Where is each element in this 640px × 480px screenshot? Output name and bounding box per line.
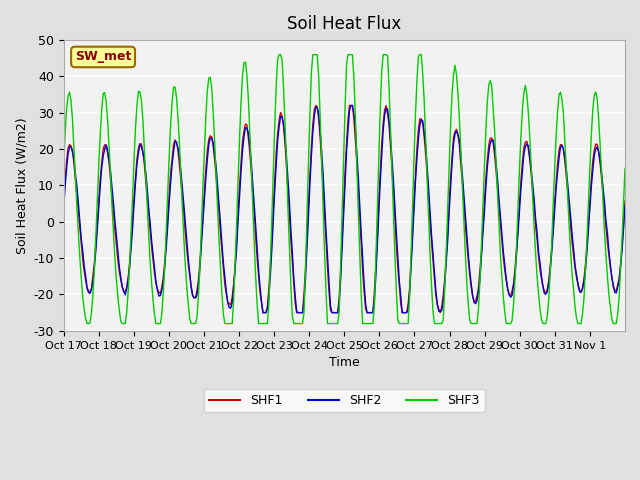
SHF3 (275, 52, 283, 58)
Title: Soil Heat Flux: Soil Heat Flux (287, 15, 401, 33)
SHF3 (620, 200, 627, 205)
SHF2 (79, 248, 86, 253)
SHF1 (547, 263, 554, 269)
Line: SHF3: SHF3 (63, 55, 625, 324)
SHF3 (351, 112, 359, 118)
SHF2 (351, 125, 359, 131)
SHF2 (347, 103, 355, 108)
SHF3 (60, 164, 67, 169)
SHF2 (259, 310, 267, 315)
SHF2 (463, 231, 470, 237)
Text: SW_met: SW_met (75, 50, 131, 63)
SHF1 (351, 137, 359, 143)
SHF1 (621, 198, 629, 204)
SHF3 (83, 321, 91, 326)
X-axis label: Time: Time (329, 356, 360, 369)
SHF1 (97, 175, 104, 181)
SHF1 (79, 257, 86, 263)
SHF2 (620, 226, 627, 232)
SHF2 (547, 267, 554, 273)
Y-axis label: Soil Heat Flux (W/m2): Soil Heat Flux (W/m2) (15, 117, 28, 254)
SHF1 (463, 239, 470, 244)
SHF1 (259, 310, 267, 315)
Line: SHF2: SHF2 (63, 106, 625, 312)
SHF3 (547, 270, 554, 276)
SHF2 (621, 203, 629, 208)
SHF2 (97, 182, 104, 188)
SHF3 (79, 294, 86, 300)
SHF2 (60, 205, 67, 211)
SHF3 (463, 278, 470, 284)
SHF1 (620, 222, 627, 228)
SHF1 (60, 197, 67, 203)
SHF3 (621, 166, 629, 171)
SHF3 (98, 107, 106, 112)
Legend: SHF1, SHF2, SHF3: SHF1, SHF2, SHF3 (204, 389, 484, 412)
Line: SHF1: SHF1 (63, 106, 625, 312)
SHF1 (312, 103, 319, 108)
